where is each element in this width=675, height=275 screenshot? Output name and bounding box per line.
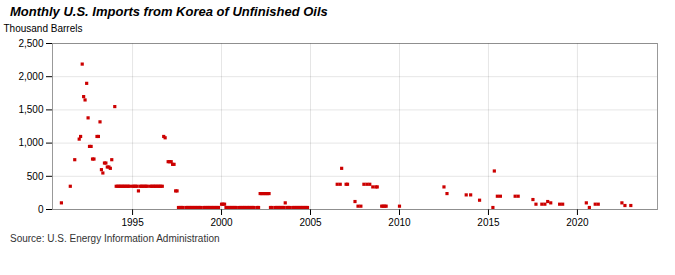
html-text:Source: U.S. Energy Informatio: Source: U.S. Energy Information Administ… [10, 233, 220, 244]
svg-text:1,500: 1,500 [18, 104, 43, 115]
svg-text:2010: 2010 [388, 217, 411, 228]
svg-text:2005: 2005 [299, 217, 322, 228]
svg-text:0: 0 [38, 204, 44, 215]
svg-text:500: 500 [27, 171, 44, 182]
svg-text:1,000: 1,000 [18, 137, 43, 148]
svg-text:2,000: 2,000 [18, 71, 43, 82]
svg-text:2000: 2000 [210, 217, 233, 228]
svg-text:2020: 2020 [566, 217, 589, 228]
svg-text:1995: 1995 [121, 217, 144, 228]
svg-text:2015: 2015 [477, 217, 500, 228]
svg-text:Thousand Barrels: Thousand Barrels [4, 23, 83, 34]
svg-text:2,500: 2,500 [18, 38, 43, 49]
html-text:Monthly U.S. Imports from Kore: Monthly U.S. Imports from Korea of Unfin… [10, 4, 328, 19]
